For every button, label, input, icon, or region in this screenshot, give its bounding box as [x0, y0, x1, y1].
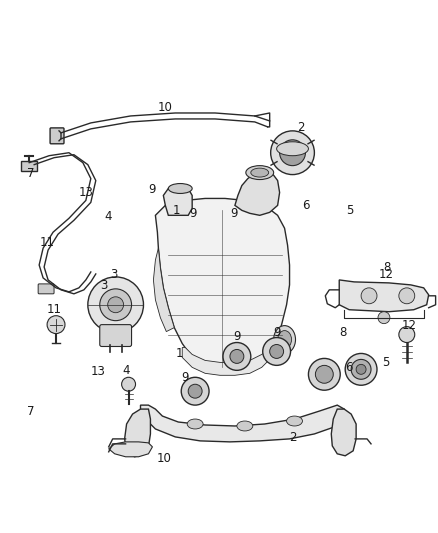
Circle shape [399, 327, 415, 343]
Text: 9: 9 [181, 371, 189, 384]
Polygon shape [331, 409, 356, 456]
Ellipse shape [246, 166, 274, 180]
Circle shape [108, 297, 124, 313]
Text: 7: 7 [28, 167, 35, 180]
Text: 12: 12 [379, 268, 394, 281]
Polygon shape [155, 198, 290, 373]
Circle shape [361, 288, 377, 304]
FancyBboxPatch shape [21, 160, 37, 171]
Text: 8: 8 [383, 262, 391, 274]
Ellipse shape [278, 330, 292, 349]
Polygon shape [109, 442, 152, 457]
Text: 13: 13 [90, 365, 105, 378]
Text: 4: 4 [104, 209, 112, 223]
Text: 9: 9 [233, 330, 240, 343]
Polygon shape [163, 185, 192, 215]
FancyBboxPatch shape [100, 325, 131, 346]
Text: 1: 1 [173, 204, 180, 217]
Text: 12: 12 [401, 319, 416, 332]
Ellipse shape [286, 416, 303, 426]
Text: 9: 9 [189, 207, 197, 220]
Circle shape [399, 288, 415, 304]
Polygon shape [339, 280, 429, 312]
Text: 1: 1 [176, 348, 184, 360]
Text: 3: 3 [100, 279, 107, 292]
Text: 2: 2 [289, 431, 297, 443]
Polygon shape [182, 348, 278, 375]
Text: 7: 7 [27, 405, 35, 417]
Text: 4: 4 [123, 364, 131, 377]
Text: 11: 11 [39, 236, 55, 249]
FancyBboxPatch shape [38, 284, 54, 294]
Ellipse shape [351, 359, 371, 379]
Text: 9: 9 [273, 326, 280, 339]
Ellipse shape [345, 353, 377, 385]
Text: 2: 2 [297, 122, 304, 134]
Polygon shape [153, 248, 174, 332]
Circle shape [271, 131, 314, 175]
Circle shape [308, 358, 340, 390]
Ellipse shape [251, 168, 268, 177]
Circle shape [88, 277, 144, 333]
Ellipse shape [237, 421, 253, 431]
Circle shape [279, 140, 305, 166]
Text: 10: 10 [158, 101, 173, 114]
Text: 5: 5 [382, 356, 390, 369]
Text: 5: 5 [346, 204, 353, 217]
Circle shape [100, 289, 131, 321]
Polygon shape [141, 405, 344, 442]
Circle shape [223, 343, 251, 370]
Circle shape [122, 377, 135, 391]
Circle shape [181, 377, 209, 405]
Ellipse shape [274, 326, 296, 353]
Ellipse shape [277, 142, 308, 156]
Circle shape [270, 344, 283, 358]
Circle shape [263, 337, 290, 365]
Text: 13: 13 [79, 186, 94, 199]
Circle shape [378, 312, 390, 324]
Text: 9: 9 [148, 183, 155, 196]
Circle shape [315, 365, 333, 383]
Circle shape [230, 350, 244, 364]
Text: 3: 3 [110, 269, 117, 281]
Text: 8: 8 [339, 326, 347, 339]
Text: 6: 6 [346, 361, 353, 374]
Circle shape [188, 384, 202, 398]
Ellipse shape [187, 419, 203, 429]
Circle shape [47, 316, 65, 334]
Text: 9: 9 [230, 207, 238, 220]
Text: 6: 6 [302, 199, 310, 212]
Polygon shape [235, 171, 279, 215]
Polygon shape [124, 409, 150, 457]
FancyBboxPatch shape [50, 128, 64, 144]
Text: 10: 10 [157, 452, 172, 465]
Text: 11: 11 [46, 303, 62, 316]
Ellipse shape [356, 365, 366, 374]
Ellipse shape [168, 183, 192, 193]
